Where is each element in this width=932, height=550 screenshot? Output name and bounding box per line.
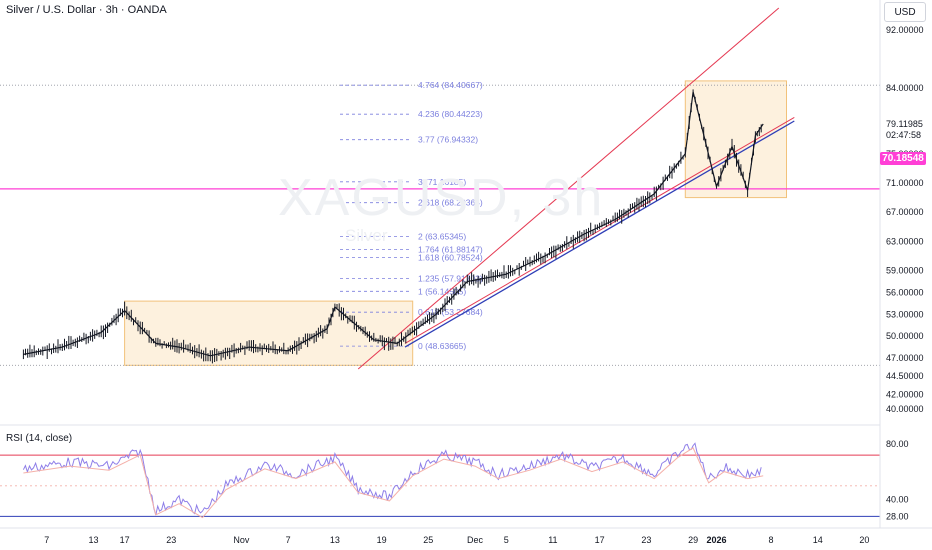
y-tick-label: 53.00000 bbox=[886, 309, 924, 319]
x-tick-label: 13 bbox=[330, 535, 340, 545]
y-tick-label: 40.00000 bbox=[886, 404, 924, 414]
price-series bbox=[22, 89, 764, 364]
x-tick-label: 5 bbox=[504, 535, 509, 545]
rsi-title[interactable]: RSI (14, close) bbox=[6, 433, 73, 444]
x-tick-label: 11 bbox=[548, 535, 557, 545]
y-tick-label: 02:47:58 bbox=[886, 130, 921, 140]
y-tick-label: 59.00000 bbox=[886, 266, 924, 276]
currency-button[interactable]: USD bbox=[884, 2, 926, 22]
fib-level-label-9: 1.235 (57.91703) bbox=[418, 273, 483, 283]
fib-level-label-6: 2 (63.65345) bbox=[418, 232, 466, 242]
y-tick-label: 71.00000 bbox=[886, 178, 924, 188]
x-tick-label: 2026 bbox=[706, 535, 726, 545]
x-tick-label: 19 bbox=[377, 535, 387, 545]
x-tick-label: 14 bbox=[813, 535, 823, 545]
x-tick-label: Dec bbox=[467, 535, 484, 545]
x-tick-label: 29 bbox=[688, 535, 698, 545]
fib-level-label-2: 4.236 (80.44223) bbox=[418, 109, 483, 119]
y-tick-label: 84.00000 bbox=[886, 83, 924, 93]
symbol-watermark-name: Silver bbox=[345, 226, 388, 245]
fib-level-label-5: 2.618 (68.29364) bbox=[418, 198, 483, 208]
fib-level-label-7: 1.764 (61.88147) bbox=[418, 245, 483, 255]
fib-level-label-11: 0.618 (53.27684) bbox=[418, 307, 483, 317]
y-tick-label: 56.00000 bbox=[886, 287, 924, 297]
x-tick-label: 25 bbox=[423, 535, 433, 545]
x-tick-label: 17 bbox=[595, 535, 605, 545]
y-tick-label: 79.11985 bbox=[886, 119, 923, 129]
y-tick-label: 92.00000 bbox=[886, 25, 924, 35]
fib-level-label-3: 3.77 (76.94332) bbox=[418, 135, 478, 145]
y-tick-label: 50.00000 bbox=[886, 331, 924, 341]
fibonacci-extension: 4.764 (84.40667) 4.236 (80.44223) 3.77 (76… bbox=[340, 80, 483, 351]
x-tick-label: 13 bbox=[88, 535, 98, 545]
horizontal-levels bbox=[0, 84, 880, 366]
y-tick-label: 42.00000 bbox=[886, 390, 924, 400]
x-tick-label: 23 bbox=[166, 535, 176, 545]
x-tick-label: 23 bbox=[641, 535, 651, 545]
fib-level-label-8: 1.618 (60.78524) bbox=[418, 253, 483, 263]
symbol-title[interactable]: Silver / U.S. Dollar · 3h · OANDA bbox=[6, 4, 167, 16]
highlight-box-2 bbox=[684, 80, 787, 199]
fib-level-label-10: 1 (56.14505) bbox=[418, 286, 466, 296]
y-tick-label: 47.00000 bbox=[886, 353, 924, 363]
rsi-line bbox=[22, 442, 762, 516]
x-tick-label: Nov bbox=[233, 535, 250, 545]
rsi-tick-label: 40.00 bbox=[886, 495, 909, 505]
y-tick-label: 67.00000 bbox=[886, 207, 924, 217]
y-tick-label: 44.50000 bbox=[886, 371, 924, 381]
rsi-ma-line bbox=[23, 447, 764, 519]
rsi-tick-label: 28.00 bbox=[886, 511, 909, 521]
x-tick-label: 7 bbox=[286, 535, 291, 545]
x-tick-label: 7 bbox=[44, 535, 49, 545]
fib-level-label-1: 4.764 (84.40667) bbox=[418, 80, 483, 90]
x-tick-label: 20 bbox=[859, 535, 869, 545]
last-price-label: 70.18548 bbox=[880, 152, 926, 165]
rsi-tick-label: 80.00 bbox=[886, 439, 909, 449]
fib-level-label-4: 3 (71.16185) bbox=[418, 177, 466, 187]
fib-level-label-12: 0 (48.63665) bbox=[418, 341, 466, 351]
channel-upper-line bbox=[357, 7, 780, 370]
x-tick-label: 8 bbox=[768, 535, 773, 545]
symbol-watermark: XAGUSD, 3h bbox=[278, 169, 605, 227]
x-tick-label: 17 bbox=[120, 535, 130, 545]
time-axis: 7 13 17 23 Nov 7 13 19 25 Dec 5 11 17 23 29 2026 8 14 20 bbox=[44, 535, 869, 545]
y-tick-label: 63.00000 bbox=[886, 236, 924, 246]
rsi-pane bbox=[0, 442, 880, 519]
